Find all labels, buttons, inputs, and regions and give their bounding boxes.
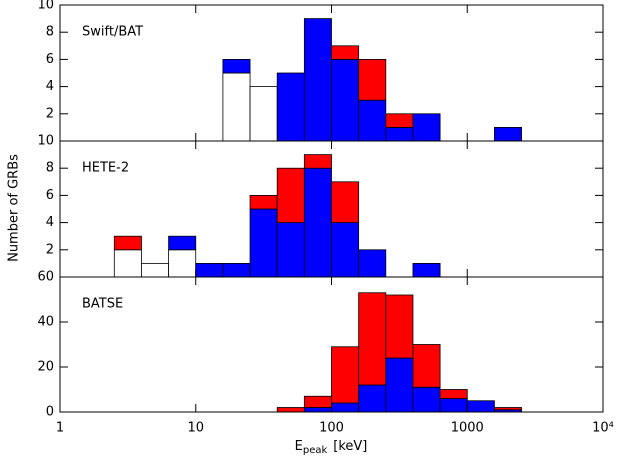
y-tick-label: 2 [46, 106, 54, 121]
panel-title: HETE-2 [82, 161, 129, 176]
bar [358, 249, 387, 278]
panel-title: BATSE [82, 297, 123, 312]
bar [113, 249, 142, 278]
bar [439, 398, 468, 413]
bar [494, 127, 522, 142]
bar [385, 127, 414, 142]
x-label-unit: [keV] [333, 439, 367, 454]
bar [358, 59, 387, 101]
x-tick-label: 10 [187, 421, 204, 436]
bar [385, 113, 414, 128]
y-tick-label: 4 [46, 79, 54, 94]
bar [385, 357, 414, 413]
panel-title: Swift/BAT [82, 25, 143, 40]
y-tick-label: 6 [46, 188, 54, 203]
bar [168, 235, 197, 251]
y-tick-label: 2 [46, 242, 54, 257]
bar [412, 344, 441, 388]
y-axis-label: Number of GRBs [7, 154, 22, 262]
bar [249, 208, 278, 278]
panel: HETE-2 2 4 6 8 10 [37, 134, 604, 278]
bar [113, 235, 142, 251]
x-label-sub: peak [303, 445, 328, 456]
y-tick-label: 60 [37, 270, 54, 285]
x-tick-label: 100 [319, 421, 344, 436]
bar [141, 262, 170, 278]
bar [276, 222, 305, 278]
bar [303, 407, 332, 413]
bar [358, 99, 387, 142]
panel: BATSE 0 20 40 60 1 10 100 1000 10⁴ [37, 270, 613, 436]
bar [385, 294, 414, 359]
bar [358, 384, 387, 413]
bar [195, 262, 224, 278]
bar [222, 72, 251, 142]
y-tick-label: 20 [37, 360, 54, 375]
x-tick-label: 10⁴ [592, 421, 614, 436]
bar [358, 292, 387, 386]
bar [222, 262, 251, 278]
bar [331, 222, 360, 278]
bar [276, 407, 305, 413]
y-tick-label: 6 [46, 52, 54, 67]
bar [168, 249, 197, 278]
bar [439, 389, 468, 399]
bar [331, 45, 360, 60]
bar [331, 181, 360, 224]
bar [412, 262, 441, 278]
y-tick-label: 40 [37, 315, 54, 330]
y-tick-label: 8 [46, 25, 54, 40]
bar [303, 18, 332, 142]
bar [331, 346, 360, 404]
bar [331, 59, 360, 142]
bar [276, 72, 305, 142]
bar [466, 400, 495, 413]
x-tick-label: 1 [56, 421, 64, 436]
bar [222, 59, 251, 74]
bar [494, 407, 522, 411]
bar [412, 113, 441, 142]
bar [412, 386, 441, 413]
bar [303, 395, 332, 408]
bar [276, 167, 305, 223]
panel: Swift/BAT 2 4 6 8 10 [37, 0, 604, 142]
y-tick-label: 10 [37, 134, 54, 149]
x-tick-label: 1000 [451, 421, 484, 436]
bar [303, 167, 332, 278]
y-tick-label: 4 [46, 215, 54, 230]
x-axis-label: Epeak [keV] [295, 439, 368, 457]
y-tick-label: 10 [37, 0, 54, 13]
x-label-main: E [295, 439, 303, 454]
y-tick-label: 8 [46, 161, 54, 176]
bar [249, 86, 278, 142]
y-tick-label: 0 [46, 405, 54, 420]
bar [303, 154, 332, 169]
bar [331, 402, 360, 413]
bar [249, 194, 278, 210]
